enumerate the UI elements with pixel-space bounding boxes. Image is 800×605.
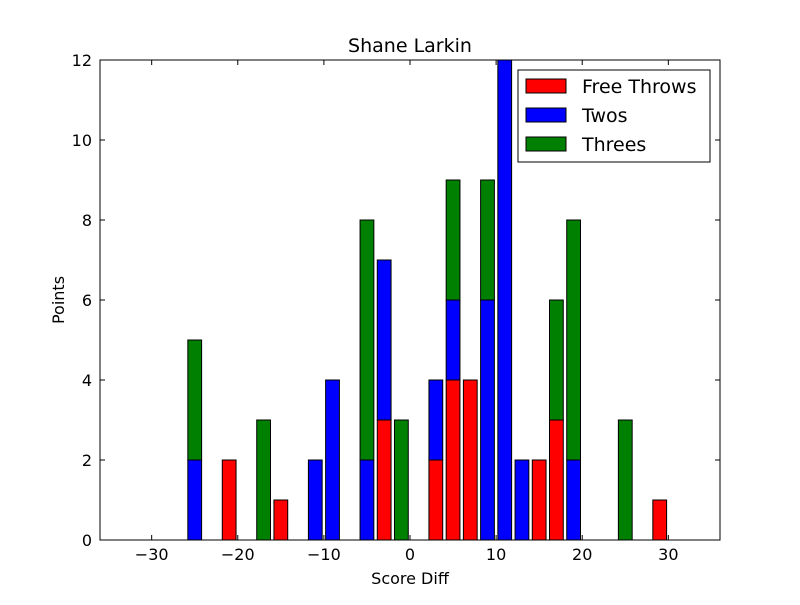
bar-free-throws: [462, 379, 478, 541]
ticks-layer: −30 −20 −10 0 10 20 30 0 2 4 6 8 10 12: [72, 51, 720, 564]
bar-free-throws: [428, 459, 444, 541]
bar-free-throws: [549, 419, 564, 541]
bar-twos: [480, 299, 495, 541]
x-tick-label: −20: [221, 545, 255, 564]
x-tick-label: 30: [658, 545, 678, 564]
bar-threes: [549, 299, 564, 421]
bar-threes: [480, 179, 495, 301]
x-tick-label: −10: [307, 545, 341, 564]
legend-label: Threes: [581, 134, 646, 156]
bars-layer: [187, 59, 668, 541]
legend: Free Throws Twos Threes: [517, 69, 711, 163]
y-tick-label: 2: [82, 451, 92, 470]
bar-free-throws: [652, 499, 668, 541]
bar-threes: [187, 339, 203, 461]
bar-twos: [497, 59, 513, 541]
y-tick-label: 4: [82, 371, 92, 390]
bar-threes: [566, 219, 581, 461]
y-tick-label: 12: [72, 51, 92, 70]
bar-threes: [445, 179, 461, 301]
bar-threes: [394, 419, 409, 541]
bar-twos: [445, 299, 461, 381]
x-tick-label: −30: [135, 545, 169, 564]
bar-twos: [514, 459, 530, 541]
x-tick-label: 0: [405, 545, 415, 564]
legend-label: Free Throws: [582, 76, 696, 98]
legend-swatch: [525, 107, 567, 123]
legend-swatch: [525, 136, 567, 152]
bar-free-throws: [531, 459, 547, 541]
bar-free-throws: [221, 459, 237, 541]
legend-swatch: [525, 78, 567, 94]
bar-free-throws: [273, 499, 289, 541]
bar-twos: [428, 379, 444, 461]
bar-twos: [187, 459, 203, 541]
bar-free-throws: [376, 419, 392, 541]
y-tick-label: 10: [72, 131, 92, 150]
bar-threes: [256, 419, 272, 541]
y-tick-label: 8: [82, 211, 92, 230]
bar-twos: [325, 379, 340, 541]
bar-twos: [566, 459, 581, 541]
legend-label: Twos: [581, 105, 628, 127]
y-tick-label: 6: [82, 291, 92, 310]
bar-twos: [376, 259, 392, 421]
y-axis-label: Points: [49, 276, 68, 324]
bar-twos: [307, 459, 323, 541]
x-tick-label: 10: [486, 545, 506, 564]
chart-title: Shane Larkin: [348, 35, 472, 57]
bar-free-throws: [445, 379, 461, 541]
y-tick-label: 0: [82, 531, 92, 550]
bar-twos: [359, 459, 375, 541]
x-axis-label: Score Diff: [371, 569, 450, 588]
x-tick-label: 20: [572, 545, 592, 564]
bar-threes: [359, 219, 375, 461]
bar-threes: [617, 419, 633, 541]
